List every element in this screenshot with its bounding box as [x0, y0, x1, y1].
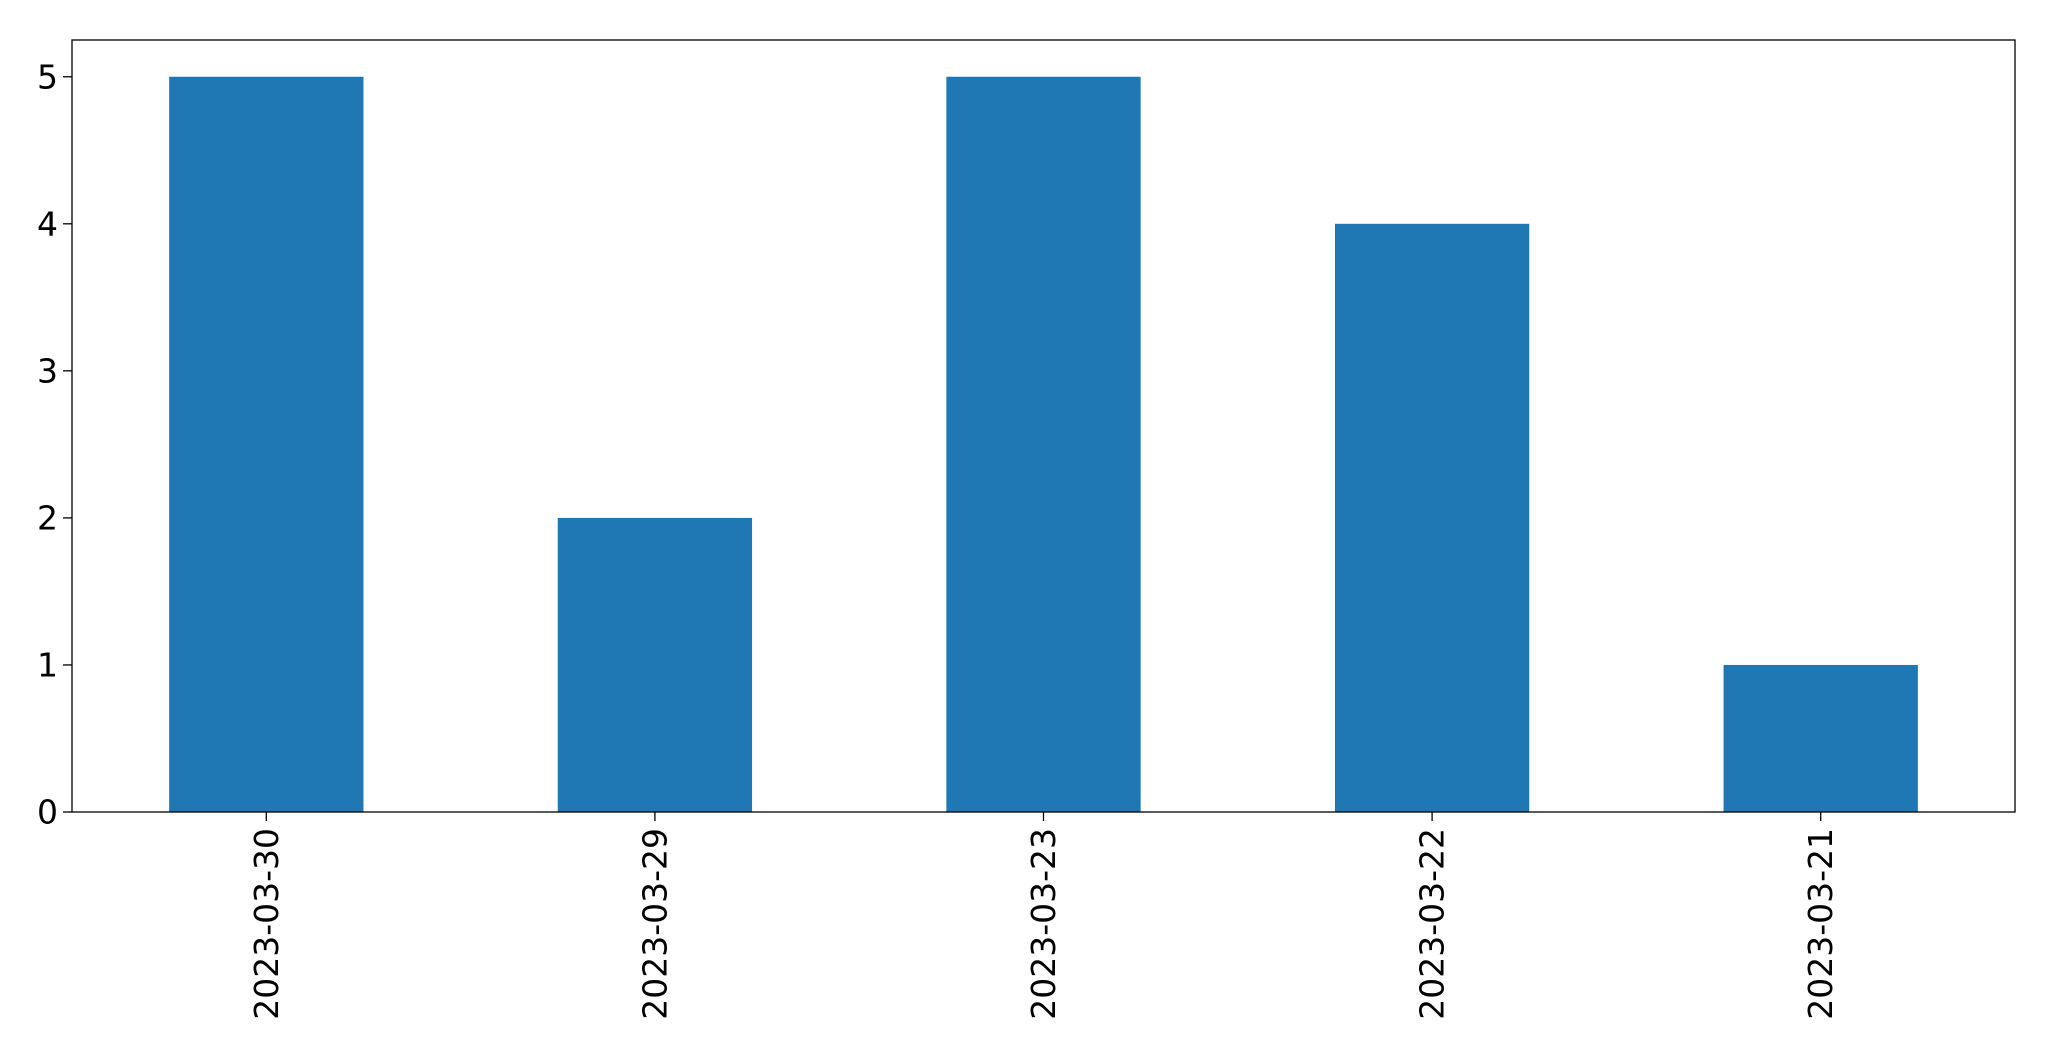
y-tick-label: 2	[37, 498, 58, 537]
bar-2023-03-22	[1334, 223, 1530, 813]
y-tick-label: 0	[37, 793, 58, 832]
x-tick-label: 2023-03-29	[635, 828, 674, 1020]
x-tick-label: 2023-03-23	[1024, 828, 1063, 1020]
bars	[169, 76, 1918, 813]
y-tick-label: 3	[37, 351, 58, 390]
x-tick-label: 2023-03-30	[247, 828, 286, 1020]
y-tick-label: 4	[37, 204, 58, 243]
y-tick-label: 5	[37, 57, 58, 96]
bar-2023-03-29	[557, 517, 753, 812]
bar-2023-03-23	[946, 76, 1141, 812]
x-tick-label: 2023-03-21	[1801, 828, 1840, 1020]
bar-2023-03-21	[1723, 664, 1918, 812]
x-tick-label: 2023-03-22	[1413, 828, 1452, 1020]
y-axis: 0 1 2 3 4 5	[37, 57, 72, 832]
y-tick-label: 1	[37, 645, 58, 684]
plot-frame	[71, 39, 2016, 813]
bar-2023-03-30	[169, 76, 364, 812]
x-axis: 2023-03-30 2023-03-29 2023-03-23 2023-03-22…	[247, 812, 1840, 1020]
